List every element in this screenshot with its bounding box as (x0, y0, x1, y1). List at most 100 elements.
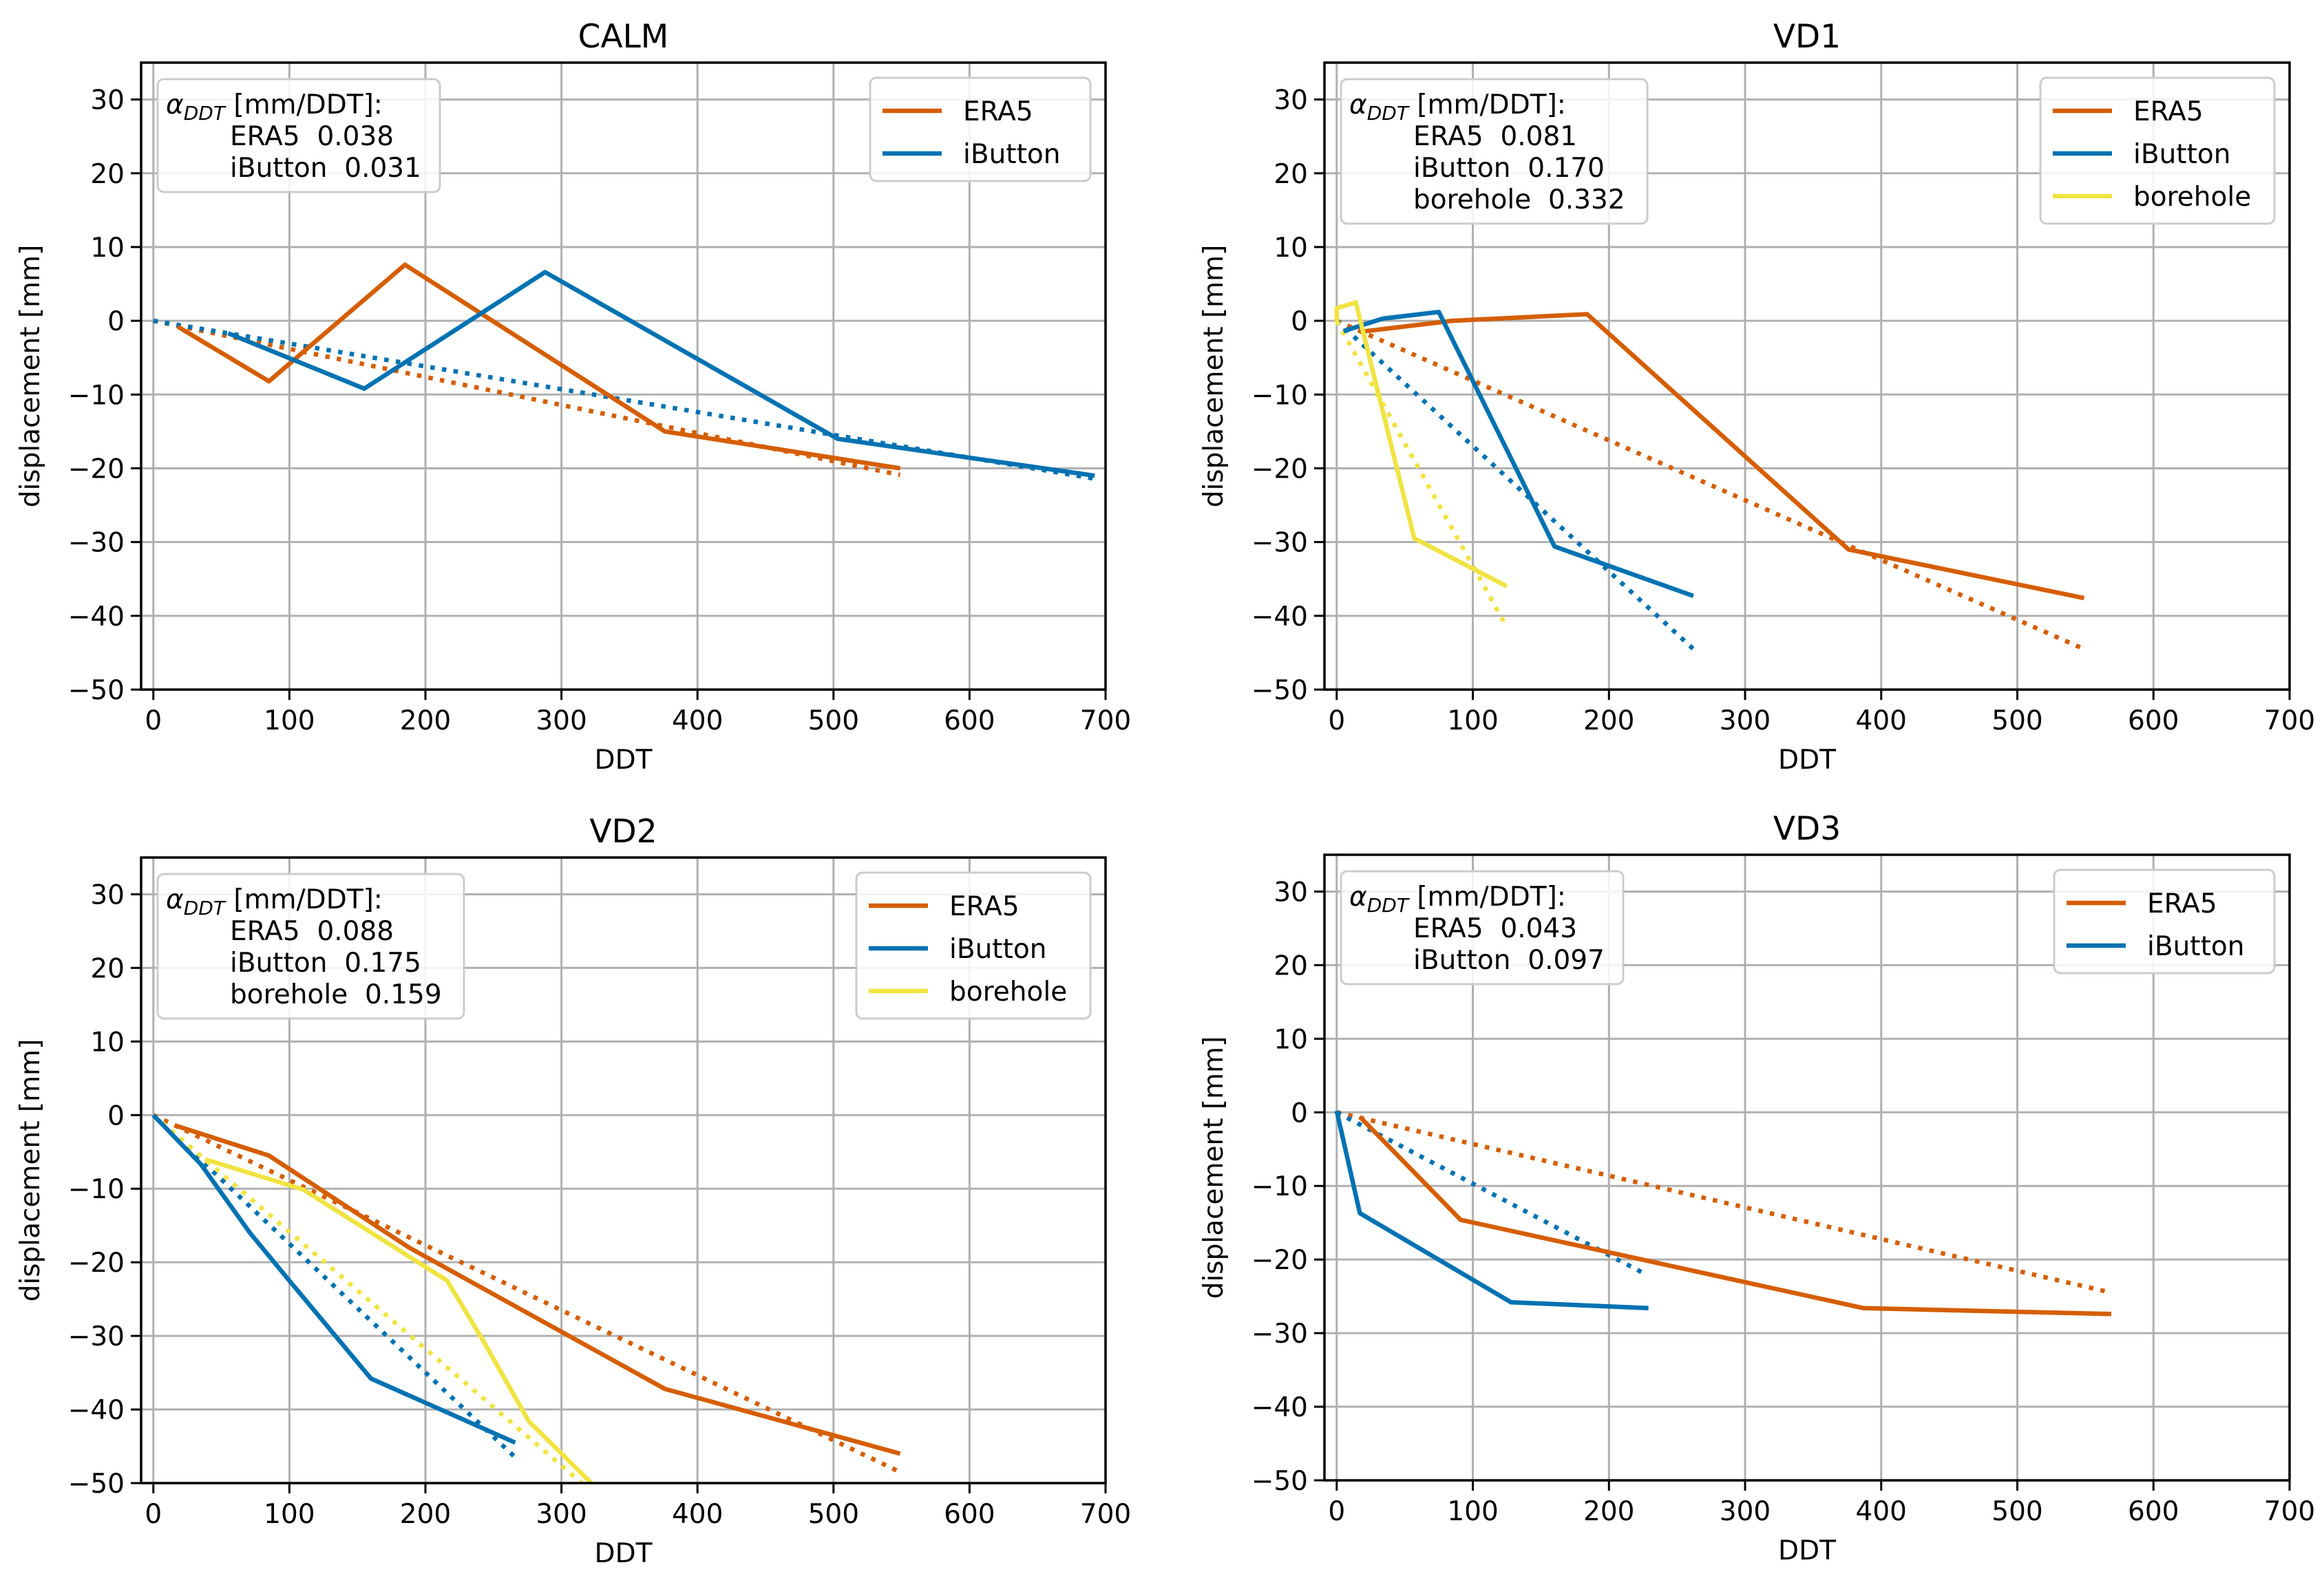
y-tick-label: −20 (68, 1248, 125, 1279)
subplot-title: VD3 (1773, 810, 1841, 848)
x-tick-label: 0 (145, 705, 162, 736)
legend: ERA5 iButton (869, 76, 1092, 182)
legend-item-era5[interactable]: ERA5 (2067, 888, 2217, 919)
y-axis-label: displacement [mm] (1198, 245, 1229, 508)
y-tick-label: −40 (68, 601, 125, 632)
y-tick-label: −50 (1251, 1466, 1308, 1497)
legend-label: borehole (949, 977, 1067, 1008)
legend-frame (2039, 76, 2276, 225)
legend: ERA5 iButton borehole (855, 871, 1092, 1020)
subplot-title: VD1 (1773, 18, 1841, 56)
y-tick-label: −30 (1251, 1319, 1308, 1350)
axes-frame (1323, 61, 2291, 691)
y-tick-label: 30 (90, 880, 125, 911)
legend-frame (855, 871, 1092, 1020)
legend-item-ibutton[interactable]: iButton (2053, 139, 2230, 170)
x-tick-label: 100 (1447, 705, 1498, 736)
x-tick-label: 0 (1328, 705, 1345, 736)
series-line-era5 (1360, 312, 2085, 601)
y-tick-label: −50 (68, 1469, 125, 1500)
y-tick-label: −10 (68, 380, 125, 411)
series-line-borehole (1334, 300, 1508, 588)
x-tick-label: 500 (1992, 705, 2042, 736)
annotation-header: αDDT [mm/DDT]: (166, 89, 383, 125)
subplot-title: VD2 (589, 813, 657, 851)
y-tick-label: 20 (90, 159, 125, 190)
legend-item-era5[interactable]: ERA5 (869, 891, 1020, 922)
x-tick-label: 100 (264, 1499, 315, 1530)
annotation-frame (1340, 78, 1649, 225)
y-tick-label: −10 (68, 1174, 125, 1205)
annotation-row: borehole 0.159 (230, 979, 442, 1010)
annotation-row: borehole 0.332 (1413, 184, 1625, 215)
y-tick-label: 10 (1274, 1024, 1308, 1055)
legend-item-ibutton[interactable]: iButton (2067, 931, 2244, 962)
y-tick-label: 20 (90, 953, 125, 984)
x-tick-label: 400 (672, 1499, 723, 1530)
x-tick-label: 500 (808, 1499, 859, 1530)
annotation-row: iButton 0.097 (1413, 945, 1605, 976)
legend-label: ERA5 (963, 96, 1033, 127)
y-tick-label: −10 (1251, 1171, 1308, 1202)
x-axis-label: DDT (595, 745, 653, 776)
annotation-frame (156, 78, 441, 193)
annotation-row: ERA5 0.081 (1413, 121, 1577, 152)
series-line-era5 (1358, 1115, 2112, 1317)
x-axis-label: DDT (1778, 1535, 1836, 1566)
x-tick-label: 400 (1856, 705, 1907, 736)
y-tick-label: −30 (1251, 528, 1308, 559)
x-tick-label: 500 (808, 705, 859, 736)
x-tick-label: 600 (2128, 705, 2179, 736)
annotation-row: ERA5 0.043 (1413, 913, 1577, 944)
y-tick-label: −30 (68, 1321, 125, 1352)
annotation-header: αDDT [mm/DDT]: (166, 884, 383, 919)
legend-item-ibutton[interactable]: iButton (883, 139, 1060, 170)
legend-label: iButton (2147, 931, 2244, 962)
legend-label: ERA5 (2133, 96, 2204, 127)
subplot-calm: 0 100 200 300 400 500 600 700 −50 −40 −30 −20 −10 0 10… (15, 18, 1131, 776)
y-tick-label: 0 (107, 1100, 125, 1131)
x-tick-label: 700 (1080, 705, 1131, 736)
legend-item-era5[interactable]: ERA5 (2053, 96, 2204, 127)
x-axis-label: DDT (595, 1538, 653, 1569)
x-tick-label: 200 (400, 705, 451, 736)
legend-item-era5[interactable]: ERA5 (883, 96, 1033, 127)
x-tick-label: 300 (1720, 705, 1771, 736)
annotation-row: ERA5 0.088 (230, 916, 394, 947)
series-line-borehole (204, 1157, 593, 1483)
legend: ERA5 iButton (2053, 869, 2276, 975)
y-tick-label: 10 (1274, 233, 1308, 264)
x-tick-label: 200 (1583, 1496, 1634, 1527)
legend-item-borehole[interactable]: borehole (2053, 182, 2251, 213)
axes-frame (140, 856, 1107, 1484)
y-tick-label: 10 (90, 1027, 125, 1058)
y-tick-label: −50 (1251, 675, 1308, 706)
annotation-frame (1340, 870, 1625, 986)
y-axis-label: displacement [mm] (1198, 1036, 1229, 1299)
series-group (153, 262, 1095, 481)
annotation-row: ERA5 0.038 (230, 121, 394, 152)
legend-label: ERA5 (2147, 888, 2217, 919)
annotation-header: αDDT [mm/DDT]: (1349, 89, 1566, 125)
series-group (151, 1113, 902, 1483)
subplot-vd2: 0 100 200 300 400 500 600 700 −50 −40 −30 −20 −10 0 10… (15, 813, 1131, 1569)
y-tick-label: −10 (1251, 380, 1308, 411)
x-axis-label: DDT (1778, 745, 1836, 776)
x-tick-label: 100 (1447, 1496, 1498, 1527)
legend-label: iButton (963, 139, 1060, 170)
series-line-ibutton (1334, 1110, 1649, 1311)
legend-item-borehole[interactable]: borehole (869, 977, 1067, 1008)
y-tick-label: 0 (1291, 1098, 1308, 1129)
x-tick-label: 700 (1080, 1499, 1131, 1530)
x-tick-label: 500 (1992, 1496, 2042, 1527)
y-tick-label: 20 (1274, 950, 1308, 981)
subplot-title: CALM (578, 18, 669, 56)
axes-frame (140, 61, 1107, 691)
y-tick-label: −40 (68, 1395, 125, 1426)
legend-item-ibutton[interactable]: iButton (869, 934, 1046, 965)
subplot-vd1: 0 100 200 300 400 500 600 700 −50 −40 −30 −20 −10 0 10… (1198, 18, 2315, 776)
annotation-row: iButton 0.175 (230, 948, 421, 979)
